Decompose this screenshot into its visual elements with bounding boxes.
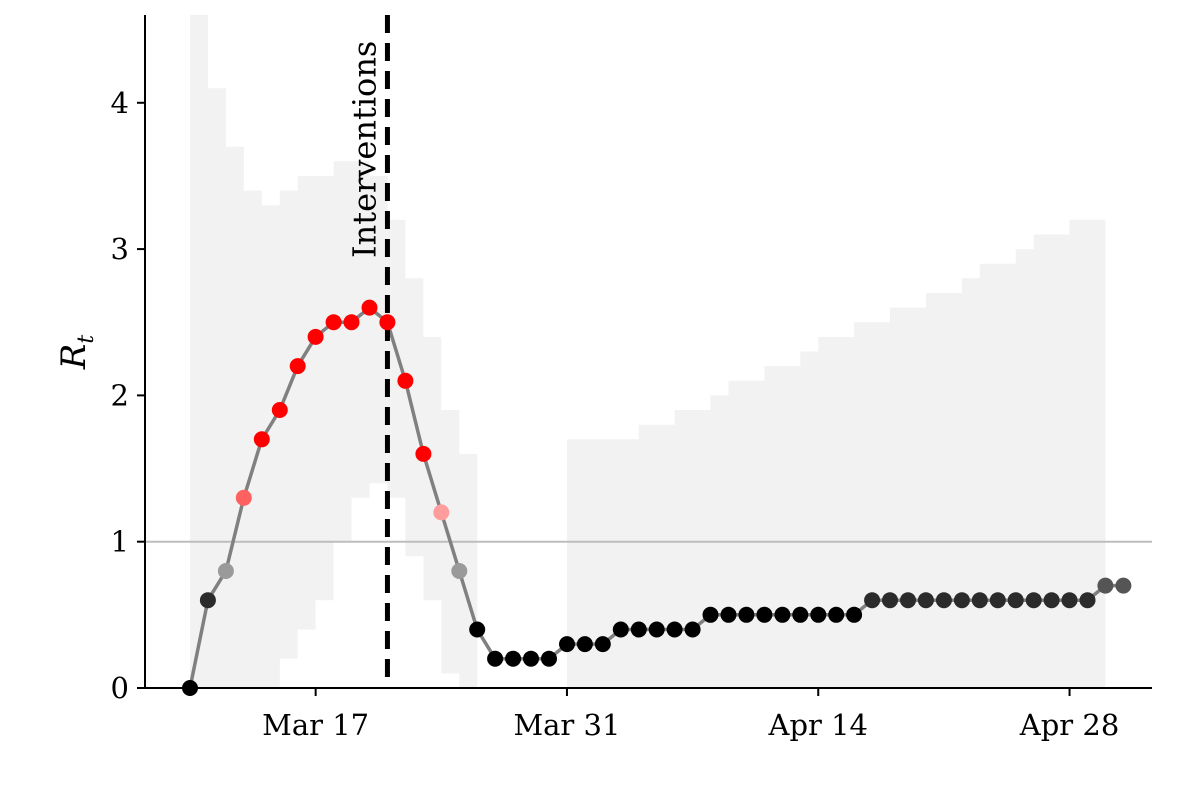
data-point bbox=[487, 650, 504, 667]
x-tick-label: Apr 28 bbox=[1019, 708, 1120, 742]
data-point bbox=[235, 489, 252, 506]
data-point bbox=[630, 621, 647, 638]
y-axis-label-subscript: t bbox=[74, 335, 99, 344]
band-segment bbox=[567, 205, 1106, 688]
data-point bbox=[1025, 592, 1042, 609]
data-point bbox=[738, 606, 755, 623]
data-point bbox=[307, 328, 324, 345]
x-ticks: Mar 17 Mar 31 Apr 14 Apr 28 bbox=[262, 688, 1119, 742]
x-tick-label: Mar 17 bbox=[262, 708, 369, 742]
y-axis-label: Rt bbox=[54, 335, 99, 371]
data-point bbox=[1043, 592, 1060, 609]
data-point bbox=[702, 606, 719, 623]
data-point bbox=[846, 606, 863, 623]
data-point bbox=[397, 372, 414, 389]
x-tick-label: Apr 14 bbox=[768, 708, 869, 742]
y-ticks: 0 1 2 3 4 bbox=[111, 86, 145, 705]
data-point bbox=[1097, 577, 1114, 594]
data-point bbox=[720, 606, 737, 623]
interventions-label: Interventions bbox=[345, 41, 383, 258]
data-point bbox=[864, 592, 881, 609]
data-point bbox=[343, 314, 360, 331]
data-point bbox=[666, 621, 683, 638]
data-point bbox=[271, 402, 288, 418]
data-point bbox=[379, 314, 396, 331]
band-segment bbox=[190, 15, 478, 688]
data-point bbox=[505, 650, 522, 667]
data-point bbox=[756, 606, 773, 623]
data-point bbox=[253, 431, 270, 448]
data-point bbox=[451, 563, 468, 579]
y-tick-label: 1 bbox=[111, 525, 129, 559]
data-point bbox=[648, 621, 665, 638]
data-point bbox=[953, 592, 970, 609]
data-point bbox=[971, 592, 988, 609]
axes bbox=[144, 15, 1152, 689]
rt-points bbox=[182, 299, 1132, 696]
credible-interval-band bbox=[190, 15, 1106, 688]
data-point bbox=[433, 504, 450, 521]
data-point bbox=[612, 621, 629, 638]
data-point bbox=[935, 592, 952, 609]
data-point bbox=[325, 314, 342, 331]
data-point bbox=[576, 636, 593, 653]
data-point bbox=[1079, 592, 1096, 609]
y-axis-label-main: R bbox=[54, 344, 94, 371]
data-point bbox=[1061, 592, 1078, 609]
data-point bbox=[361, 299, 378, 316]
data-point bbox=[523, 650, 539, 667]
data-point bbox=[469, 621, 486, 638]
data-point bbox=[594, 636, 611, 653]
data-point bbox=[828, 606, 845, 623]
data-point bbox=[217, 563, 234, 579]
data-point bbox=[774, 606, 791, 623]
data-point bbox=[199, 592, 216, 609]
data-point bbox=[917, 592, 934, 609]
data-point bbox=[900, 592, 916, 609]
data-point bbox=[684, 621, 701, 638]
y-tick-label: 3 bbox=[111, 232, 129, 266]
data-point bbox=[559, 636, 575, 653]
data-point bbox=[810, 606, 827, 623]
data-point bbox=[415, 445, 432, 462]
data-point bbox=[882, 592, 898, 609]
data-point bbox=[1007, 592, 1024, 609]
data-point bbox=[1115, 577, 1132, 594]
data-point bbox=[541, 650, 557, 667]
data-point bbox=[792, 606, 809, 623]
y-tick-label: 2 bbox=[111, 378, 129, 412]
y-tick-label: 4 bbox=[111, 86, 129, 120]
x-tick-label: Mar 31 bbox=[513, 708, 620, 742]
data-point bbox=[989, 592, 1006, 609]
y-tick-label: 0 bbox=[111, 671, 129, 705]
data-point bbox=[289, 358, 306, 375]
